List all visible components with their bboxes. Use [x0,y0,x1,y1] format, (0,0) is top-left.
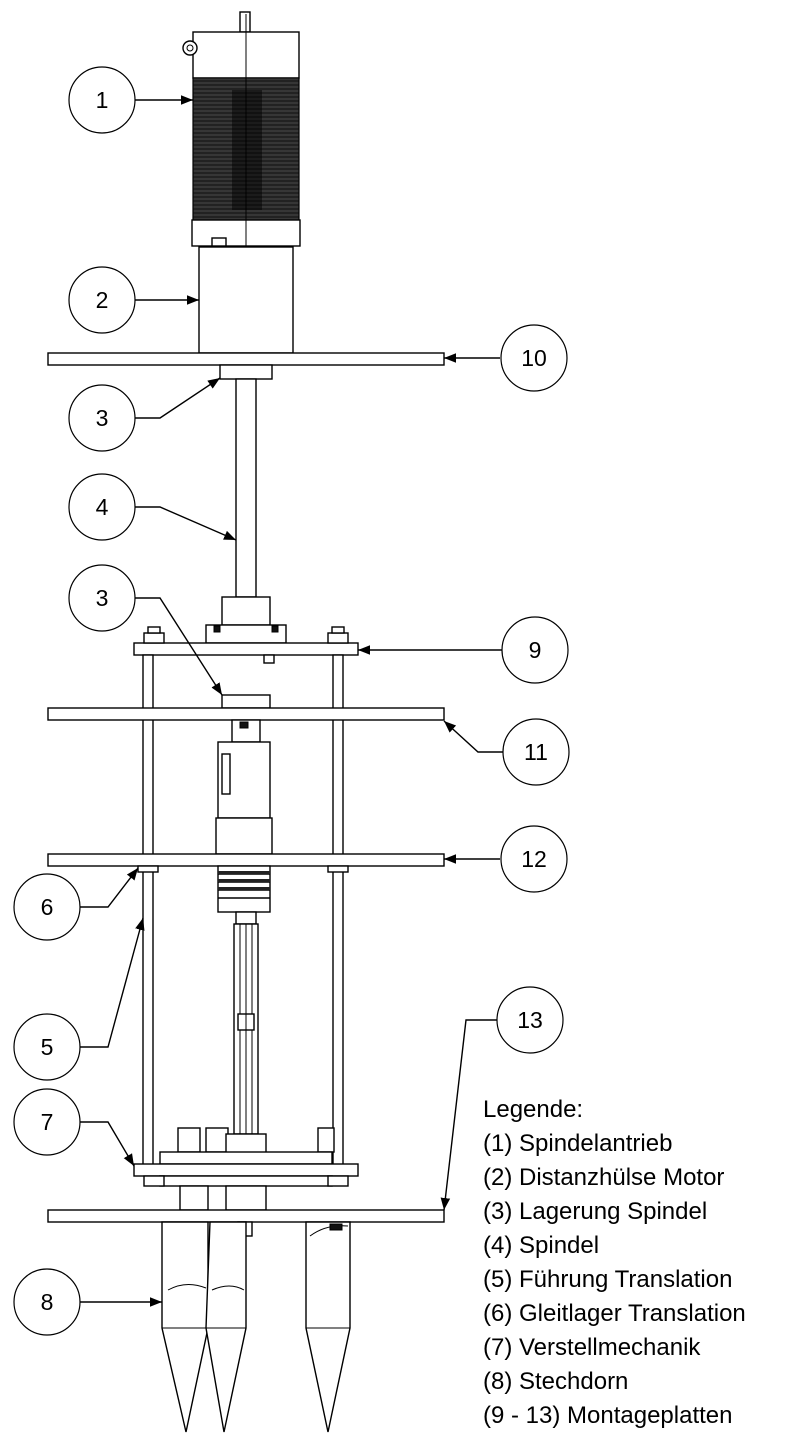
upper-spindle-bearing [219,364,273,380]
plate-9-bolts [143,626,349,664]
spindle-motor [182,11,301,247]
legend-item: (5) Führung Translation [483,1266,732,1293]
mounting-plate-12 [47,853,445,867]
callout-8: 8 [13,1268,81,1336]
callout-13-label: 13 [517,1007,543,1033]
callout-11: 11 [502,718,570,786]
legend-item: (7) Verstellmechanik [483,1334,701,1361]
spindle-nut [205,596,287,644]
adjustment-mechanism [133,1127,359,1211]
mounting-plate-9 [133,642,359,656]
callout-9: 9 [501,616,569,684]
callout-8-label: 8 [41,1289,54,1315]
mounting-plate-13 [47,1209,445,1223]
callout-6-label: 6 [41,894,54,920]
callout-7: 7 [13,1088,81,1156]
callout-6: 6 [13,873,81,941]
callout-4: 4 [68,473,136,541]
leader-lines [80,95,503,1307]
callout-2-label: 2 [96,287,109,313]
motor-distance-sleeve [198,246,294,354]
callout-3b-label: 3 [96,585,109,611]
callout-1: 1 [68,66,136,134]
legend-item: (3) Lagerung Spindel [483,1198,707,1225]
legend-item: (1) Spindelantrieb [483,1130,672,1157]
spindle [235,378,257,598]
callout-2: 2 [68,266,136,334]
callout-3b: 3 [68,564,136,632]
callout-5-label: 5 [41,1034,54,1060]
callout-11-label: 11 [524,739,548,765]
lower-spindle-bearing [221,694,271,709]
callout-3a: 3 [68,384,136,452]
callout-4-label: 4 [96,494,109,520]
mounting-plate-10 [47,352,445,366]
callout-10: 10 [500,324,568,392]
legend-item: (9 - 13) Montageplatten [483,1402,732,1429]
callout-10-label: 10 [521,345,547,371]
coupling [217,865,271,925]
legend-title: Legende: [483,1096,583,1123]
callout-9-label: 9 [529,637,542,663]
callout-12-label: 12 [521,846,547,872]
piercing-probes [161,1221,351,1433]
callout-3a-label: 3 [96,405,109,431]
callout-13: 13 [496,986,564,1054]
callout-7-label: 7 [41,1109,54,1135]
legend-item: (4) Spindel [483,1232,599,1259]
callout-12: 12 [500,825,568,893]
callout-1-label: 1 [96,87,109,113]
legend-item: (2) Distanzhülse Motor [483,1164,724,1191]
legend: Legende: (1) Spindelantrieb (2) Distanzh… [483,1096,746,1429]
adjustment-motor [215,719,273,855]
legend-item: (8) Stechdorn [483,1368,628,1395]
legend-item: (6) Gleitlager Translation [483,1300,746,1327]
callout-5: 5 [13,1013,81,1081]
threaded-shaft [233,923,259,1135]
mounting-plate-11 [47,707,445,721]
